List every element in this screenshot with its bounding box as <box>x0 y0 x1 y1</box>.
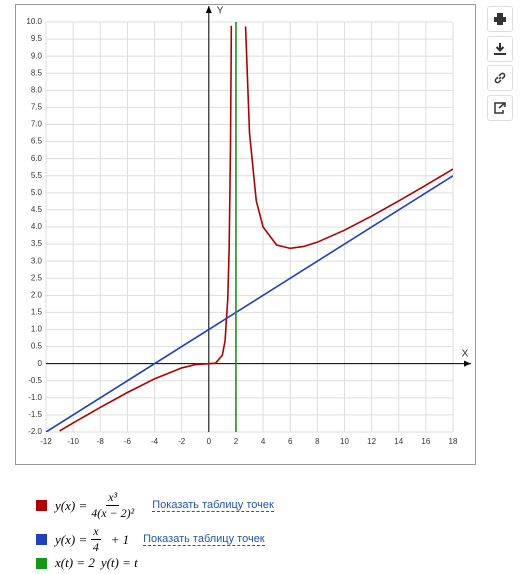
legend-name: y(x) = <box>55 497 88 513</box>
legend-swatch <box>36 557 47 569</box>
y-tick-label: 5.0 <box>31 188 43 197</box>
y-tick-label: -0.5 <box>28 376 42 385</box>
legend-tail: + 1 <box>110 531 130 547</box>
y-tick-label: 2.5 <box>31 273 43 282</box>
y-tick-label: 3.5 <box>31 239 43 248</box>
legend-swatch <box>36 500 47 511</box>
x-tick-label: 18 <box>449 437 458 446</box>
x-tick-label: 14 <box>394 437 403 446</box>
x-tick-label: -8 <box>97 437 105 446</box>
y-tick-label: 1.0 <box>31 325 43 334</box>
y-tick-label: -2.0 <box>28 427 42 436</box>
legend-name: x(t) = 2 <box>55 555 95 570</box>
y-tick-label: 0.5 <box>31 342 43 351</box>
y-tick-label: 9.0 <box>31 51 43 60</box>
legend-numerator: x <box>91 524 101 540</box>
y-axis-arrow <box>205 6 212 13</box>
series-line <box>59 25 453 432</box>
x-tick-label: 6 <box>288 437 293 446</box>
y-tick-label: -1.5 <box>28 410 42 419</box>
y-tick-label: 5.5 <box>31 171 43 180</box>
y-tick-label: 6.0 <box>31 154 43 163</box>
print-button[interactable] <box>487 6 513 32</box>
show-table-link[interactable]: Показать таблицу точек <box>143 533 265 546</box>
link-button[interactable] <box>487 65 513 91</box>
plot-area <box>46 22 453 432</box>
x-tick-label: 4 <box>261 437 266 446</box>
legend-entry: y(x) = x³ 4(x − 2)² Показать таблицу точек <box>36 490 274 521</box>
x-tick-label: 8 <box>315 437 320 446</box>
legend-numerator: x³ <box>106 490 120 506</box>
x-tick-label: -10 <box>67 437 79 446</box>
legend-denominator: 4(x − 2)² <box>91 506 135 520</box>
y-tick-label: 4.0 <box>31 222 43 231</box>
legend-name: y(x) = <box>55 531 88 547</box>
series-line <box>46 175 453 432</box>
y-tick-label: -1.0 <box>28 393 42 402</box>
x-tick-label: 10 <box>340 437 349 446</box>
y-tick-label: 7.5 <box>31 103 43 112</box>
y-tick-label: 8.5 <box>31 68 43 77</box>
y-tick-label: 1.5 <box>31 308 43 317</box>
x-tick-label: 16 <box>421 437 430 446</box>
y-tick-label: 7.0 <box>31 120 43 129</box>
legend-swatch <box>36 534 47 545</box>
legend-entry: x(t) = 2 y(t) = t <box>36 555 138 571</box>
show-table-link[interactable]: Показать таблицу точек <box>152 499 274 512</box>
x-tick-label: -6 <box>124 437 132 446</box>
x-axis-label: X <box>462 348 469 359</box>
y-tick-label: 8.0 <box>31 85 43 94</box>
legend-fraction: x³ 4(x − 2)² <box>91 490 134 521</box>
y-axis-label: Y <box>217 6 224 17</box>
y-tick-label: 9.5 <box>31 34 43 43</box>
y-tick-label: 6.5 <box>31 137 43 146</box>
x-tick-label: -12 <box>40 437 52 446</box>
share-button[interactable] <box>487 95 513 121</box>
y-tick-label: 4.5 <box>31 205 43 214</box>
x-tick-label: -4 <box>151 437 159 446</box>
y-tick-label: 3.0 <box>31 256 43 265</box>
x-tick-label: 2 <box>234 437 239 446</box>
chart: -12 -10 -8 -6 -4 -2 0 2 4 6 8 10 12 14 16 18 -2.0 -1.5 -1.… <box>15 4 476 465</box>
x-tick-label: -2 <box>178 437 186 446</box>
x-tick-label: 0 <box>207 437 212 446</box>
y-tick-label: 2.0 <box>31 290 43 299</box>
legend-denominator: 4 <box>92 540 99 554</box>
y-tick-label: 0 <box>38 359 43 368</box>
legend-tail: y(t) = t <box>100 555 138 570</box>
x-tick-label: 12 <box>367 437 376 446</box>
download-button[interactable] <box>487 36 513 62</box>
y-tick-label: 10.0 <box>26 17 42 26</box>
x-axis-arrow <box>464 360 471 367</box>
legend-entry: y(x) = x 4 + 1 Показать таблицу точек <box>36 524 265 555</box>
